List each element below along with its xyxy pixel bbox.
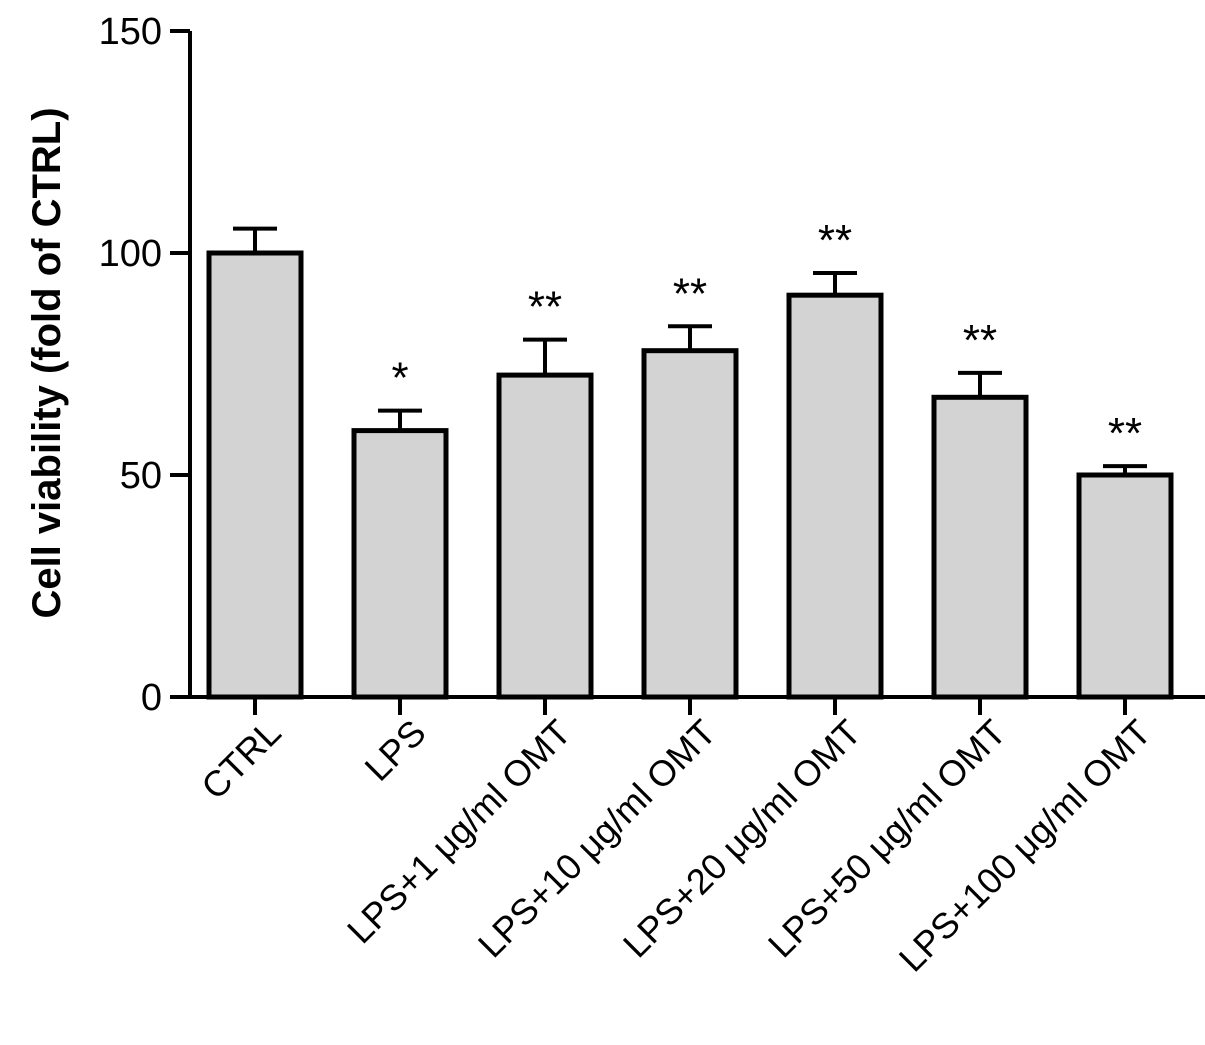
significance-label: ** [1108,409,1142,458]
bar [351,428,449,700]
x-tick-label: LPS+100 μg/ml OMT [891,712,1159,980]
significance-label: ** [818,216,852,265]
x-tick-label: LPS+20 μg/ml OMT [615,712,869,966]
bar [931,394,1029,700]
bar [786,292,884,700]
x-tick-label: LPS+10 μg/ml OMT [470,712,724,966]
y-tick-label: 0 [141,677,162,719]
bar [1076,472,1174,700]
significance-label: * [391,354,408,403]
y-tick-label: 50 [120,455,162,497]
significance-label: ** [673,269,707,318]
bar [641,348,739,700]
significance-label: ** [528,283,562,332]
y-tick-label: 100 [99,233,162,275]
x-tick-label: LPS+50 μg/ml OMT [760,712,1014,966]
bar [496,372,594,700]
bar [206,250,304,700]
significance-label: ** [963,316,997,365]
y-axis: 0 50 100 150 [99,11,192,719]
bars: *** ******** [206,216,1174,700]
x-tick-label: CTRL [193,712,288,807]
y-tick-label: 150 [99,11,162,53]
x-tick-label: LPS [357,712,434,789]
y-axis-title: Cell viability (fold of CTRL) [25,107,69,618]
